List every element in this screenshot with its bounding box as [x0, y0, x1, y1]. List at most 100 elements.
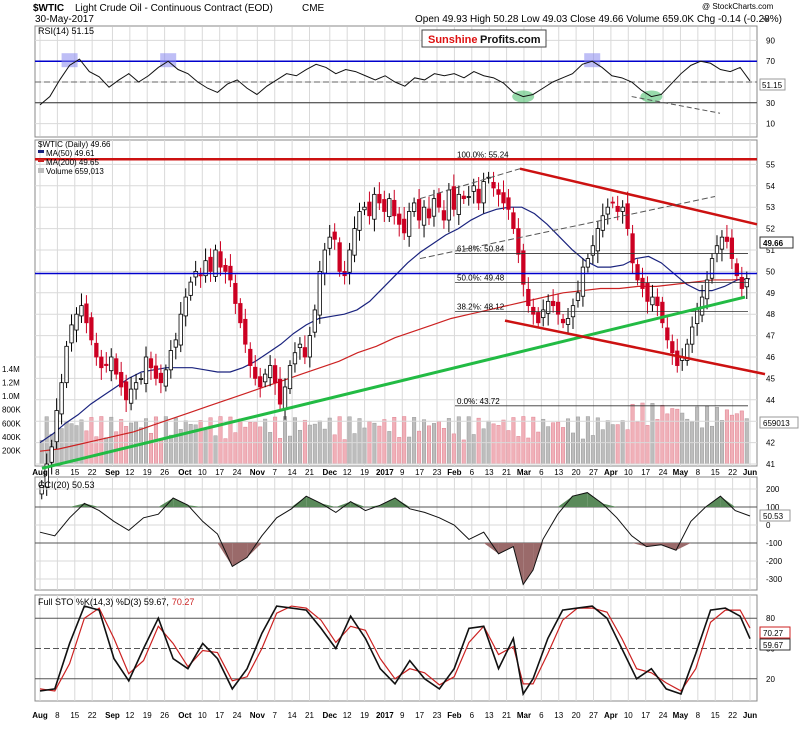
- cci-oversold-fill: [217, 543, 233, 567]
- volume-bar: [710, 425, 715, 465]
- candle-body: [183, 296, 188, 317]
- price-tick-label: 49: [766, 289, 775, 298]
- volume-bar: [714, 407, 719, 465]
- volume-bar: [700, 427, 705, 465]
- candle-body: [94, 342, 99, 358]
- volume-bar: [253, 422, 258, 465]
- candle-body: [243, 318, 248, 345]
- candle-body: [560, 318, 566, 324]
- x-tick-label: 12: [125, 468, 134, 477]
- price-tick-label: 50: [766, 267, 775, 276]
- candle-body: [297, 343, 303, 348]
- fib-label: 61.8%: 50.84: [457, 244, 505, 253]
- price-panel: [34, 139, 758, 467]
- quote-line: Open 49.93 High 50.28 Low 49.03 Close 49…: [415, 14, 782, 25]
- candle-body: [511, 212, 516, 229]
- volume-tick-label: 1.2M: [2, 379, 20, 388]
- x-tick-label: 24: [233, 711, 242, 720]
- volume-bar: [312, 423, 317, 465]
- volume-bar: [491, 423, 496, 465]
- volume-bar: [129, 422, 134, 465]
- candle-body: [645, 282, 650, 302]
- volume-bar: [650, 403, 655, 465]
- x-tick-label: 6: [470, 711, 475, 720]
- candle-body: [521, 250, 526, 285]
- volume-bar: [327, 417, 332, 465]
- cci-label: CCI(20) 50.53: [38, 480, 95, 490]
- volume-bar: [258, 426, 263, 465]
- volume-bar: [248, 422, 253, 465]
- x-tick-label: Sep: [105, 711, 120, 720]
- cci-overbought-fill: [84, 503, 100, 507]
- candle-body: [724, 236, 730, 242]
- price-label: $WTIC (Daily) 49.66: [38, 140, 111, 149]
- candle-body: [501, 192, 506, 204]
- candle-body: [357, 211, 362, 231]
- candle-body: [367, 201, 372, 217]
- volume-bar: [372, 422, 377, 465]
- volume-bar: [645, 425, 650, 465]
- candle-body: [377, 193, 382, 204]
- volume-bar: [446, 418, 451, 465]
- volume-bar: [173, 417, 178, 465]
- candle-body: [39, 484, 44, 495]
- x-tick-label: 6: [539, 711, 544, 720]
- x-tick-label: 17: [415, 468, 424, 477]
- cci-overbought-fill: [187, 505, 203, 507]
- x-tick-label: 12: [343, 711, 352, 720]
- price-tick-label: 51: [766, 246, 775, 255]
- cci-tick-label: 100: [766, 503, 780, 512]
- volume-bar: [163, 416, 168, 465]
- candle-body: [109, 356, 114, 372]
- x-tick-label: Feb: [447, 711, 461, 720]
- x-tick-label: 10: [198, 711, 207, 720]
- x-tick-label: 17: [641, 468, 650, 477]
- x-tick-label: Mar: [517, 711, 531, 720]
- x-tick-label: 20: [572, 468, 581, 477]
- cci-panel: [34, 476, 758, 591]
- x-tick-label: Dec: [322, 468, 337, 477]
- copyright: @ StockCharts.com: [702, 2, 774, 11]
- candle-body: [729, 237, 735, 259]
- candle-body: [481, 181, 486, 204]
- dropdown-icon[interactable]: [762, 18, 770, 22]
- x-tick-label: 6: [539, 468, 544, 477]
- x-tick-label: 8: [696, 468, 701, 477]
- volume-bar: [536, 431, 541, 465]
- price-tick-label: 41: [766, 460, 775, 469]
- volume-bar: [407, 436, 412, 465]
- candle-body: [536, 312, 541, 324]
- candle-body: [213, 249, 218, 277]
- volume-bar: [392, 416, 397, 465]
- candle-body: [605, 206, 610, 215]
- candle-body: [277, 378, 283, 405]
- cci-overbought-fill: [602, 503, 617, 507]
- volume-tick-label: 1.0M: [2, 392, 20, 401]
- cci-tick-label: 0: [766, 521, 771, 530]
- volume-bar: [417, 430, 422, 465]
- x-tick-label: Jun: [743, 711, 757, 720]
- fib-label: 38.2%: 48.12: [457, 303, 505, 312]
- candle-body: [665, 327, 670, 341]
- price-tick-label: 53: [766, 203, 775, 212]
- candle-body: [461, 195, 466, 200]
- candle-body: [546, 300, 551, 314]
- volume-bar: [322, 428, 327, 465]
- price-tick-label: 48: [766, 310, 775, 319]
- cci-ticks: 200 100 0 -100 -200 -300: [766, 485, 783, 584]
- volume-bar: [347, 416, 352, 465]
- declining-support-line: [504, 319, 766, 376]
- volume-tick-label: 400K: [2, 433, 21, 442]
- instrument-name: Light Crude Oil - Continuous Contract (E…: [75, 3, 273, 14]
- x-tick-label: Mar: [517, 468, 531, 477]
- candle-body: [491, 181, 496, 189]
- watermark-profits: Profits.com: [480, 34, 541, 46]
- candle-body: [208, 256, 213, 272]
- volume-bar: [124, 426, 129, 465]
- volume-bar: [675, 408, 680, 465]
- candle-body: [332, 231, 337, 240]
- candle-body: [104, 363, 109, 366]
- candle-body: [362, 206, 367, 211]
- volume-bar: [307, 424, 312, 465]
- candle-body: [263, 373, 268, 383]
